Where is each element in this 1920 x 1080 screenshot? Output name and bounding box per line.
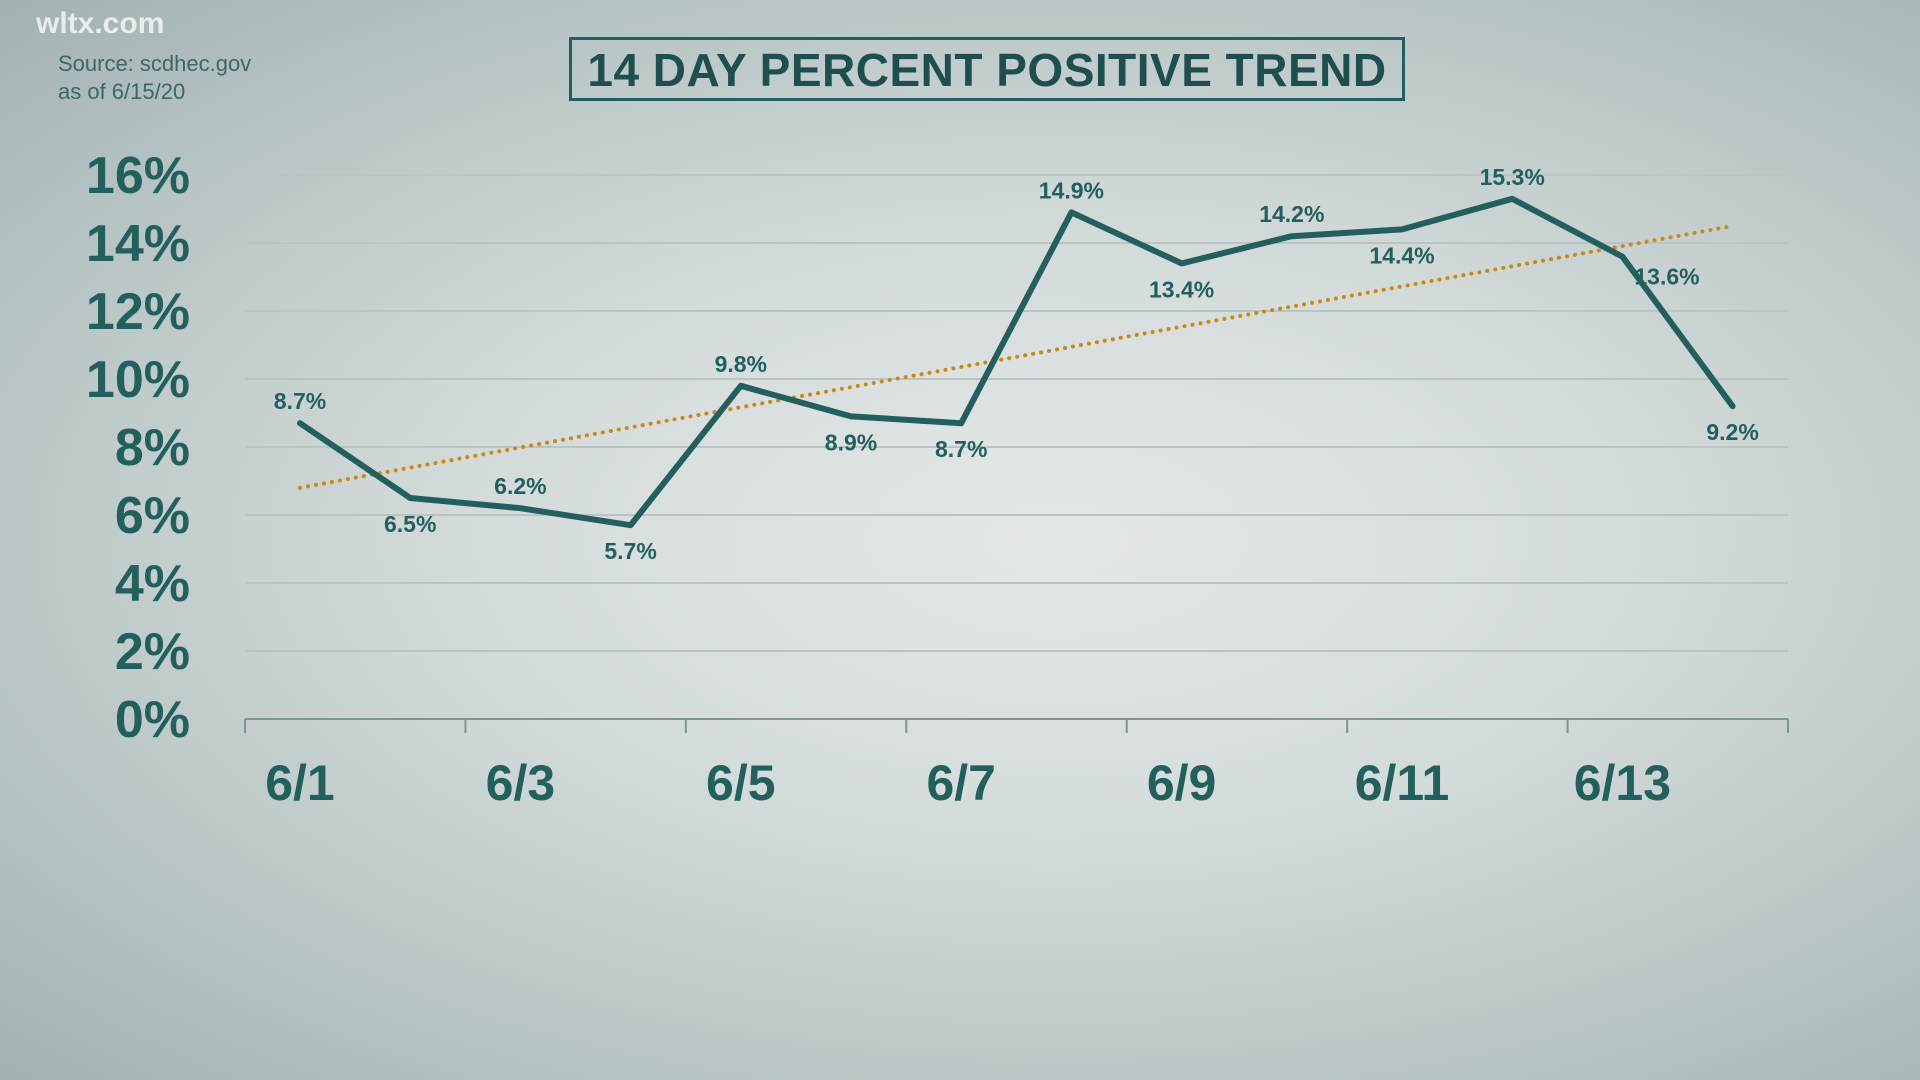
y-tick-label: 16%: [86, 147, 190, 205]
source-line: Source: scdhec.gov: [58, 51, 252, 76]
x-tick-label: 6/13: [1574, 755, 1671, 811]
y-tick-label: 10%: [86, 351, 190, 409]
y-tick-label: 8%: [115, 419, 190, 477]
as-of-date: as of 6/15/20: [58, 79, 186, 104]
chart-title: 14 DAY PERCENT POSITIVE TREND: [569, 37, 1405, 101]
x-tick-label: 6/3: [486, 755, 556, 811]
y-tick-label: 12%: [86, 283, 190, 341]
data-label: 8.9%: [825, 429, 877, 455]
data-label: 9.2%: [1706, 419, 1758, 445]
data-label: 14.9%: [1039, 177, 1104, 203]
data-label: 15.3%: [1480, 164, 1545, 190]
data-label: 5.7%: [604, 538, 656, 564]
x-tick-label: 6/5: [706, 755, 776, 811]
data-label: 8.7%: [935, 436, 987, 462]
y-tick-label: 0%: [115, 691, 190, 749]
data-label: 8.7%: [274, 388, 326, 414]
trendline: [298, 224, 1735, 490]
source-note: Source: scdhec.gov as of 6/15/20: [58, 50, 251, 106]
data-label: 14.4%: [1369, 242, 1434, 268]
x-tick-label: 6/9: [1147, 755, 1217, 811]
data-label: 9.8%: [715, 351, 767, 377]
watermark-logo: wltx.com: [36, 7, 165, 40]
y-tick-label: 6%: [115, 487, 190, 545]
data-label: 13.6%: [1634, 264, 1699, 290]
x-tick-label: 6/1: [265, 755, 335, 811]
data-label: 13.4%: [1149, 276, 1214, 302]
x-tick-label: 6/7: [926, 755, 996, 811]
y-tick-label: 4%: [115, 555, 190, 613]
series-line: [297, 195, 1736, 529]
y-tick-label: 14%: [86, 215, 190, 273]
data-label: 6.5%: [384, 511, 436, 537]
y-tick-label: 2%: [115, 623, 190, 681]
data-label: 6.2%: [494, 473, 546, 499]
data-label: 14.2%: [1259, 201, 1324, 227]
x-tick-label: 6/11: [1355, 755, 1450, 811]
